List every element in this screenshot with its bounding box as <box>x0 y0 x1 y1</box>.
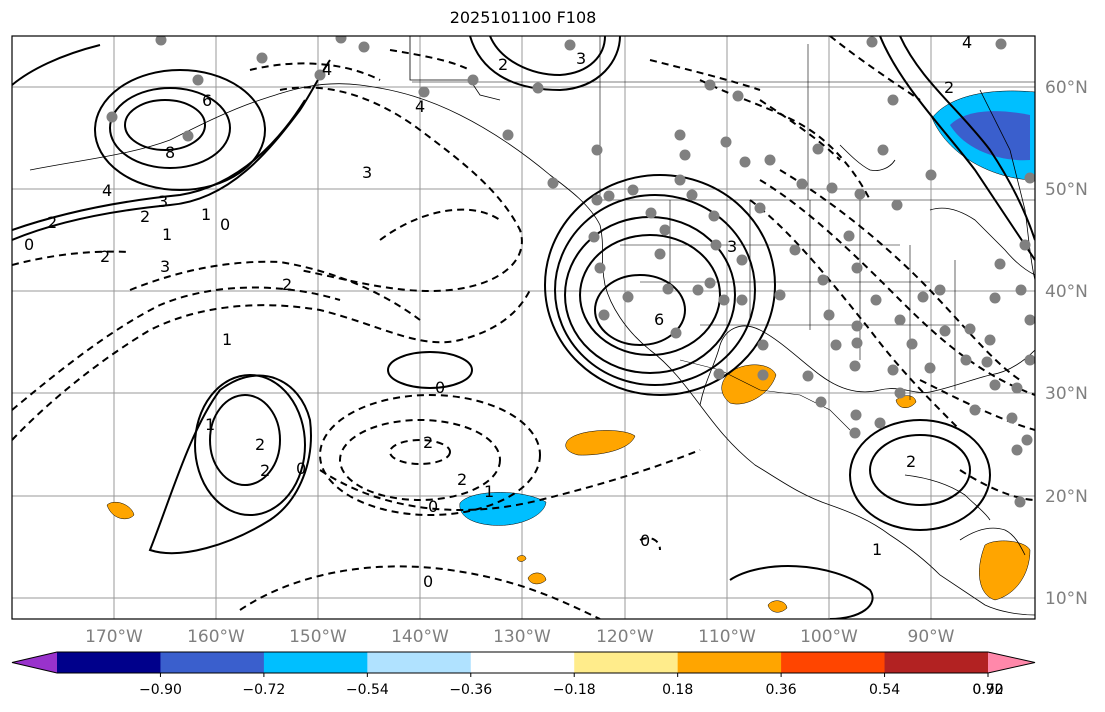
colorbar-segment <box>884 652 989 673</box>
colorbar-tick-label: −0.36 <box>449 682 492 698</box>
map-content: 6 8 4 3 2 1 0 2 1 3 2 4 3 2 0 4 3 2 6 3 … <box>12 33 1035 619</box>
contour-label: 2 <box>457 470 467 489</box>
colorbar-tick-label: 0.72 <box>972 682 1003 698</box>
contour-label: 2 <box>47 213 57 232</box>
colorbar-outline <box>11 651 1036 674</box>
lon-label: 140°W <box>391 627 449 647</box>
colorbar-tick-label: −0.18 <box>553 682 596 698</box>
colorbar-tick-label: 0.54 <box>869 682 900 698</box>
contour-label: 2 <box>423 433 433 452</box>
contour-label: 1 <box>872 540 882 559</box>
lon-label: 170°W <box>85 627 143 647</box>
contour-label: 2 <box>140 207 150 226</box>
lat-label: 10°N <box>1045 589 1088 609</box>
lon-label: 130°W <box>493 627 551 647</box>
colorbar-segment <box>367 652 472 673</box>
colorbar-extend-low <box>12 652 57 673</box>
orange-shade-central-america <box>979 540 1031 601</box>
contour-label: 2 <box>100 247 110 266</box>
contour-label: 2 <box>944 78 954 97</box>
contour-label: 3 <box>160 257 170 276</box>
contour-label: 0 <box>640 531 650 550</box>
contour-label: 6 <box>654 310 664 329</box>
colorbar-tick-label: −0.90 <box>139 682 182 698</box>
orange-shade-small-1 <box>527 572 547 585</box>
contour-labels: 6 8 4 3 2 1 0 2 1 3 2 4 3 2 0 4 3 2 6 3 … <box>24 33 972 591</box>
lon-label: 110°W <box>698 627 756 647</box>
orange-shade-small-3 <box>516 555 527 562</box>
station-dots <box>106 36 1035 508</box>
map-title: 2025101100 F108 <box>449 8 597 27</box>
orange-shade-pacific-1 <box>565 430 636 456</box>
lat-label: 40°N <box>1045 282 1088 302</box>
longitude-labels: 170°W 160°W 150°W 140°W 130°W 120°W 110°… <box>85 627 955 647</box>
map-background <box>12 36 1035 619</box>
dark-blue-shade-northeast <box>950 111 1030 161</box>
contour-label: 3 <box>362 163 372 182</box>
contour-label: 4 <box>962 33 972 52</box>
contour-label: 4 <box>415 97 425 116</box>
contour-label: 4 <box>322 60 332 79</box>
orange-shade-small-2 <box>767 600 788 613</box>
contour-label: 1 <box>201 205 211 224</box>
contour-label: 2 <box>260 461 270 480</box>
lon-label: 100°W <box>800 627 858 647</box>
colorbar-tick-label: 0.90 <box>972 682 1003 698</box>
contour-label: 0 <box>296 459 306 478</box>
contour-label: 1 <box>222 330 232 349</box>
contour-label: 1 <box>205 415 215 434</box>
orange-shade-west <box>106 501 135 520</box>
colorbar: −0.90 −0.72 −0.54 −0.36 −0.18 0.18 0.36 0.54 0.7… <box>11 651 1036 698</box>
colorbar-segment <box>57 652 161 673</box>
contour-label: 0 <box>423 572 433 591</box>
contour-label: 2 <box>906 452 916 471</box>
contour-label: 0 <box>220 215 230 234</box>
colorbar-tick-label: 0.36 <box>766 682 797 698</box>
contour-label: 1 <box>484 482 494 501</box>
colorbar-tick-label: 0.18 <box>662 682 693 698</box>
colorbar-tick-label: −0.54 <box>346 682 389 698</box>
map-frame <box>11 35 1036 620</box>
contour-label: 2 <box>282 275 292 294</box>
lat-label: 20°N <box>1045 487 1088 507</box>
lon-label: 120°W <box>596 627 654 647</box>
contour-label: 3 <box>576 49 586 68</box>
latitude-labels: 60°N 50°N 40°N 30°N 20°N 10°N <box>1045 78 1088 609</box>
colorbar-segment <box>677 652 782 673</box>
contour-label: 3 <box>158 192 168 211</box>
contour-label: 3 <box>727 237 737 256</box>
lon-label: 90°W <box>908 627 955 647</box>
colorbar-segment <box>470 652 575 673</box>
light-blue-shade-pacific <box>459 492 547 526</box>
colorbar-segment <box>781 652 886 673</box>
contour-label: 0 <box>428 497 438 516</box>
colorbar-segment <box>160 652 265 673</box>
contour-label: 4 <box>102 181 112 200</box>
lat-label: 50°N <box>1045 180 1088 200</box>
lon-label: 150°W <box>289 627 347 647</box>
contour-label: 0 <box>24 235 34 254</box>
contour-label: 8 <box>165 143 175 162</box>
contour-label: 1 <box>162 225 172 244</box>
colorbar-segment <box>574 652 679 673</box>
contour-label: 6 <box>202 91 212 110</box>
contour-label: 2 <box>498 55 508 74</box>
colorbar-segment <box>263 652 368 673</box>
lon-label: 160°W <box>187 627 245 647</box>
colorbar-tick-label: −0.72 <box>242 682 285 698</box>
contour-label: 2 <box>255 435 265 454</box>
lat-label: 60°N <box>1045 78 1088 98</box>
contour-label: 0 <box>435 378 445 397</box>
colorbar-extend-high <box>988 652 1035 673</box>
lat-label: 30°N <box>1045 384 1088 404</box>
